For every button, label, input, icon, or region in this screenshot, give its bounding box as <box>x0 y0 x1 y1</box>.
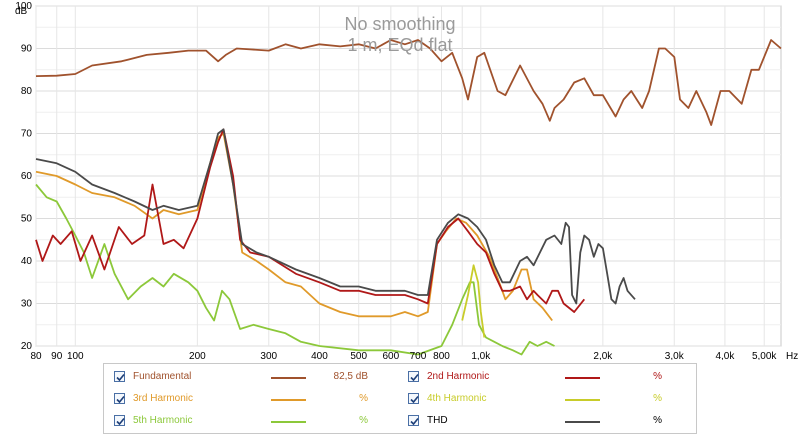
legend-item-3rd-harmonic: 3rd Harmonic % <box>108 389 398 411</box>
legend-swatch-thd <box>565 421 600 423</box>
legend-label-4th-harmonic: 4th Harmonic <box>427 393 487 404</box>
x-tick-label: 5,00k <box>752 351 777 360</box>
y-tick-label: 60 <box>21 171 33 182</box>
legend-swatch-3rd-harmonic <box>271 399 306 401</box>
x-tick-label: 700 <box>410 351 427 360</box>
y-tick-label: 70 <box>21 129 33 140</box>
legend-value-fundamental: 82,5 dB <box>333 371 368 382</box>
x-tick-label: 100 <box>67 351 84 360</box>
series-line-thd <box>35 128 636 305</box>
legend-item-2nd-harmonic: 2nd Harmonic % <box>402 367 692 389</box>
y-tick-label: 30 <box>21 299 33 310</box>
legend-swatch-4th-harmonic <box>565 399 600 401</box>
legend-value-5th-harmonic: % <box>359 415 368 426</box>
x-tick-label: 800 <box>433 351 450 360</box>
y-tick-label: 90 <box>21 44 33 55</box>
x-tick-label: 1,0k <box>471 351 491 360</box>
y-tick-label: 50 <box>21 214 33 225</box>
check-icon <box>116 417 125 426</box>
legend-label-thd: THD <box>427 415 448 426</box>
check-icon <box>116 395 125 404</box>
2nd-harmonic-checkbox[interactable] <box>408 371 419 382</box>
check-icon <box>410 373 419 382</box>
x-tick-label: 2,0k <box>593 351 613 360</box>
legend-item-5th-harmonic: 5th Harmonic % <box>108 411 398 433</box>
y-tick-label: 40 <box>21 256 33 267</box>
chart-title: No smoothing <box>344 14 455 34</box>
legend-panel: Fundamental 82,5 dB 2nd Harmonic % 3rd H… <box>103 363 697 434</box>
y-unit-label: dB <box>15 6 28 17</box>
series-line-5th-harmonic <box>35 183 555 356</box>
legend-value-3rd-harmonic: % <box>359 393 368 404</box>
legend-label-5th-harmonic: 5th Harmonic <box>133 415 193 426</box>
legend-item-thd: THD % <box>402 411 692 433</box>
x-tick-label: 4,0k <box>715 351 735 360</box>
check-icon <box>410 395 419 404</box>
x-tick-label: 3,0k <box>665 351 685 360</box>
chart-area: 20 30 40 50 60 70 80 90 100 80 90 100 200 300 400 500 60… <box>15 1 798 360</box>
check-icon <box>410 417 419 426</box>
legend-swatch-fundamental <box>271 377 306 379</box>
x-tick-label: 600 <box>382 351 399 360</box>
legend-value-2nd-harmonic: % <box>653 371 662 382</box>
chart-svg: 20 30 40 50 60 70 80 90 100 80 90 100 200 300 400 500 60… <box>15 1 798 360</box>
series-line-fundamental <box>35 39 782 126</box>
y-tick-label: 80 <box>21 86 33 97</box>
chart-subtitle: 1 m, EQd flat <box>347 35 452 55</box>
x-tick-label: 80 <box>30 351 42 360</box>
x-unit-label: Hz <box>786 351 798 360</box>
thd-checkbox[interactable] <box>408 415 419 426</box>
fundamental-checkbox[interactable] <box>114 371 125 382</box>
series-line-2nd-harmonic <box>35 128 586 313</box>
x-tick-label: 300 <box>260 351 277 360</box>
3rd-harmonic-checkbox[interactable] <box>114 393 125 404</box>
y-tick-label: 20 <box>21 341 33 352</box>
legend-label-2nd-harmonic: 2nd Harmonic <box>427 371 490 382</box>
legend-value-thd: % <box>653 415 662 426</box>
x-tick-label: 500 <box>350 351 367 360</box>
5th-harmonic-checkbox[interactable] <box>114 415 125 426</box>
tick-layer: 20 30 40 50 60 70 80 90 100 80 90 100 200 300 400 500 60… <box>15 1 777 360</box>
legend-value-4th-harmonic: % <box>653 393 662 404</box>
x-tick-label: 400 <box>311 351 328 360</box>
y-tick-label: 100 <box>15 1 32 12</box>
series-layer <box>35 39 782 356</box>
legend-swatch-5th-harmonic <box>271 421 306 423</box>
legend-item-4th-harmonic: 4th Harmonic % <box>402 389 692 411</box>
4th-harmonic-checkbox[interactable] <box>408 393 419 404</box>
x-tick-label: 200 <box>189 351 206 360</box>
legend-label-3rd-harmonic: 3rd Harmonic <box>133 393 194 404</box>
series-line-4th-harmonic <box>461 264 486 338</box>
legend-swatch-2nd-harmonic <box>565 377 600 379</box>
legend-label-fundamental: Fundamental <box>133 371 192 382</box>
x-tick-label: 90 <box>51 351 63 360</box>
legend-item-fundamental: Fundamental 82,5 dB <box>108 367 398 389</box>
check-icon <box>116 373 125 382</box>
